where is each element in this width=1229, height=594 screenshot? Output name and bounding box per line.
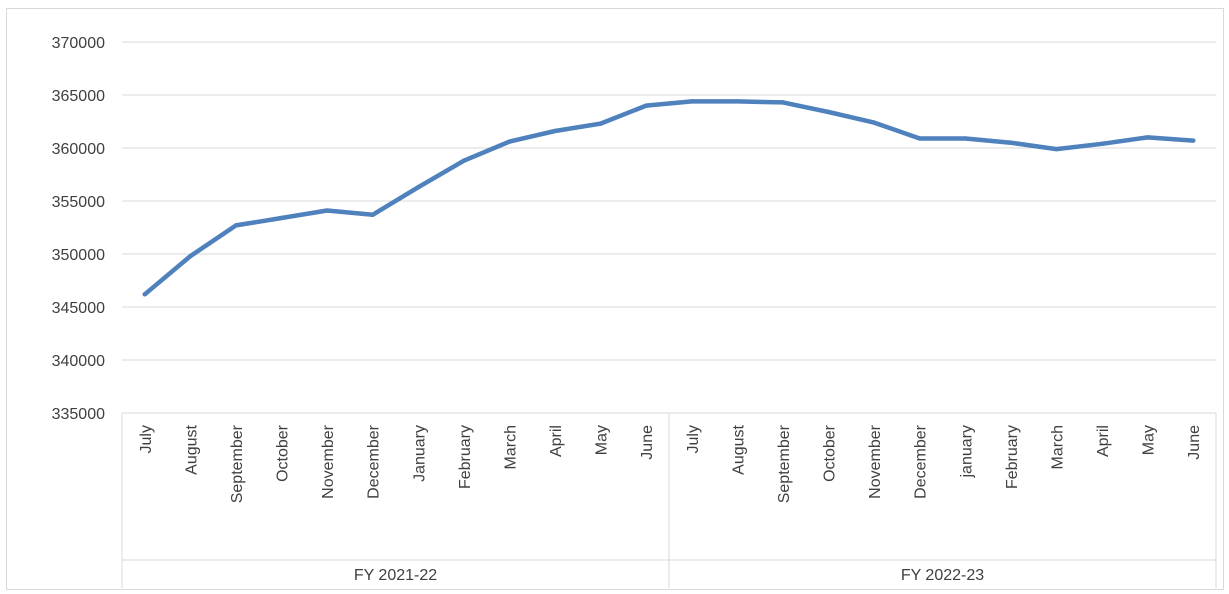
data-point xyxy=(1054,146,1059,152)
data-point xyxy=(188,253,193,259)
data-point xyxy=(370,212,375,217)
x-group-label: FY 2021-22 xyxy=(354,567,437,584)
y-tick-label: 335000 xyxy=(52,406,105,423)
series-layer xyxy=(142,99,1196,297)
chart-frame xyxy=(6,8,1224,590)
data-point xyxy=(461,158,467,163)
y-axis-tick-labels: 335000 340000 345000 350000 355000 360000 3650… xyxy=(52,35,105,423)
data-point xyxy=(917,136,922,141)
x-category-label: October xyxy=(822,424,839,482)
data-point xyxy=(826,109,831,115)
x-category-label: January xyxy=(411,425,428,482)
y-tick-label: 360000 xyxy=(52,141,105,158)
y-tick-label: 340000 xyxy=(52,353,105,370)
x-category-label: April xyxy=(1095,425,1112,457)
y-tick-label: 370000 xyxy=(52,35,105,52)
x-category-label: September xyxy=(776,424,793,503)
data-point xyxy=(1145,135,1150,140)
data-point xyxy=(552,128,558,134)
x-category-label: March xyxy=(1049,425,1066,469)
x-category-label: August xyxy=(183,424,200,474)
gridlines xyxy=(122,41,1216,414)
data-point xyxy=(871,120,877,125)
x-category-label: March xyxy=(502,425,519,469)
data-point xyxy=(1008,140,1014,145)
x-category-label: June xyxy=(639,425,656,460)
data-point xyxy=(1191,138,1196,143)
x-category-label: February xyxy=(457,425,474,489)
data-point xyxy=(689,99,694,104)
y-tick-label: 355000 xyxy=(52,194,105,211)
x-axis-category-labels: July August September October November Decemb… xyxy=(138,424,1203,503)
x-group-label: FY 2022-23 xyxy=(901,567,984,584)
x-category-label: May xyxy=(1141,425,1158,455)
data-point xyxy=(416,185,421,190)
data-point xyxy=(507,139,512,144)
x-category-label: August xyxy=(730,424,747,474)
x-category-label: November xyxy=(867,424,884,498)
x-axis-group-labels: FY 2021-22 FY 2022-23 xyxy=(354,567,984,584)
x-category-label: December xyxy=(366,424,383,498)
x-category-label: january xyxy=(958,425,975,478)
x-category-label: October xyxy=(275,424,292,482)
data-point xyxy=(1099,141,1105,146)
x-category-label: December xyxy=(913,424,930,498)
x-category-label: June xyxy=(1186,425,1203,460)
y-tick-label: 365000 xyxy=(52,88,105,105)
x-category-label: September xyxy=(229,424,246,503)
x-category-label: April xyxy=(548,425,565,457)
x-category-label: November xyxy=(320,424,337,498)
data-point xyxy=(279,215,284,221)
data-point xyxy=(233,223,239,228)
data-point xyxy=(598,121,603,126)
data-point xyxy=(735,99,740,104)
y-tick-label: 345000 xyxy=(52,300,105,317)
y-tick-label: 350000 xyxy=(52,247,105,264)
data-point xyxy=(644,103,649,108)
series-line xyxy=(142,99,1196,297)
x-category-label: July xyxy=(138,425,155,453)
data-point xyxy=(780,100,786,105)
x-category-label: July xyxy=(685,425,702,453)
data-point xyxy=(142,292,147,297)
x-category-label: February xyxy=(1004,425,1021,489)
x-category-label: May xyxy=(594,425,611,455)
data-point xyxy=(324,208,330,213)
data-point xyxy=(963,136,968,141)
axes xyxy=(121,412,1217,588)
